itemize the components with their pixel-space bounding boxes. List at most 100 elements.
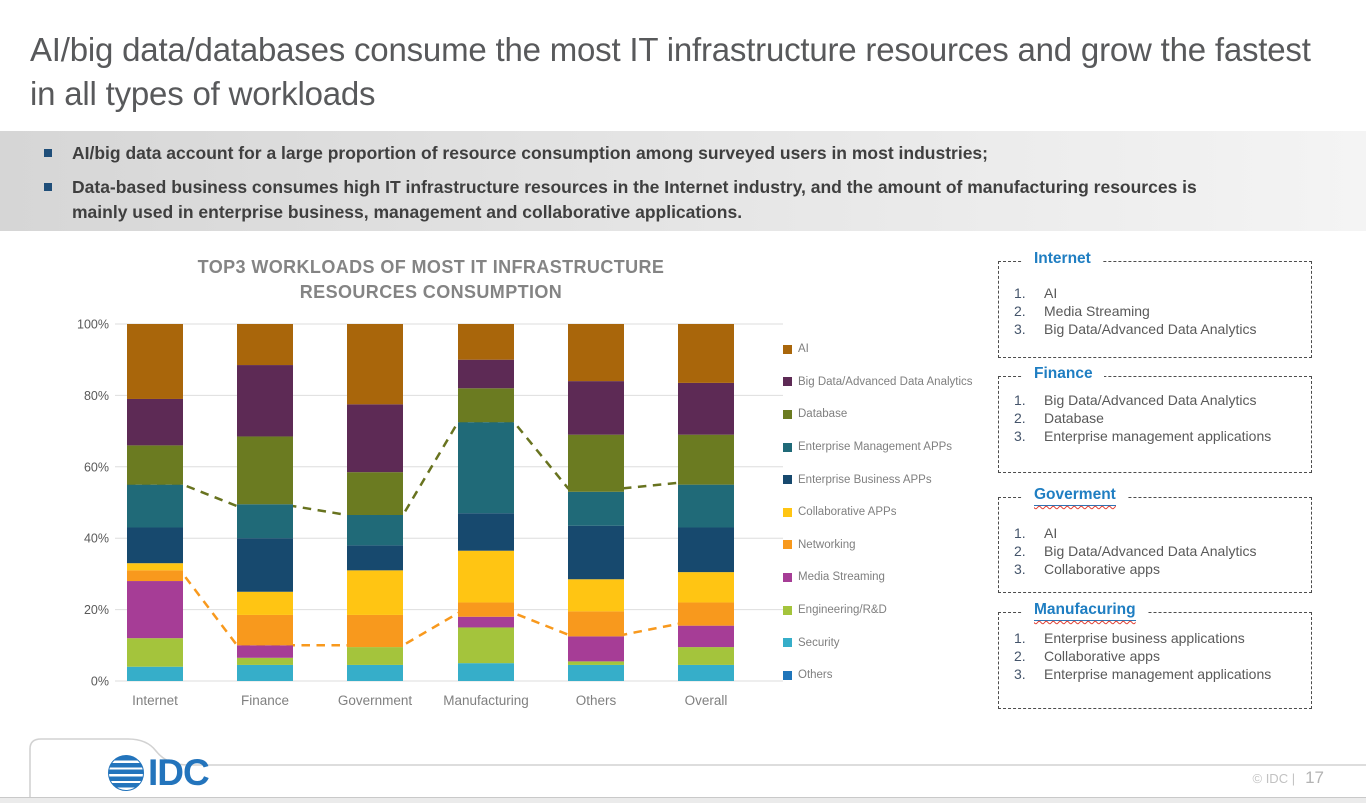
chart-legend: AI Big Data/Advanced Data Analytics Databa…: [783, 333, 973, 692]
legend-item: Networking: [783, 529, 973, 562]
legend-item: Big Data/Advanced Data Analytics: [783, 366, 973, 399]
highlight-band: AI/big data account for a large proporti…: [0, 131, 1366, 231]
panel-item-text: Enterprise management applications: [1044, 428, 1272, 444]
panel-item-number: 1.: [1014, 525, 1026, 541]
bar-segment-manufacturing: [458, 663, 514, 681]
chart-title: TOP3 WORKLOADS OF MOST IT INFRASTRUCTURE…: [197, 257, 665, 302]
y-axis-tick-label: 60%: [84, 460, 109, 474]
x-axis-category-label: Overall: [685, 693, 728, 708]
bar-segment-finance: [237, 538, 293, 592]
square-bullet-icon: [44, 149, 52, 157]
panel-title: Internet: [1023, 250, 1102, 268]
bar-segment-internet: [127, 638, 183, 667]
panel-item-number: 2.: [1014, 303, 1026, 319]
bar-segment-finance: [237, 657, 293, 665]
bar-segment-finance: [237, 365, 293, 437]
panel-title: Goverment: [1023, 486, 1127, 506]
legend-label: Networking: [798, 538, 856, 551]
page-number: 17: [1305, 768, 1324, 787]
bar-segment-overall: [678, 572, 734, 603]
bar-segment-government: [347, 647, 403, 665]
bar-segment-manufacturing: [458, 550, 514, 603]
panel-item-number: 1.: [1014, 392, 1026, 408]
legend-label: Security: [798, 636, 840, 649]
panel-item-text: Enterprise business applications: [1044, 630, 1245, 646]
bar-segment-finance: [237, 504, 293, 539]
bar-segment-government: [347, 664, 403, 681]
idc-logo-text: IDC: [148, 752, 210, 793]
panel-list-item: 1. AI: [999, 524, 1311, 542]
x-axis-category-label: Finance: [241, 693, 289, 708]
panel-list-item: 3. Big Data/Advanced Data Analytics: [999, 320, 1311, 338]
panel-list-item: 1. AI: [999, 284, 1311, 302]
bar-segment-others: [568, 434, 624, 492]
legend-swatch-icon: [783, 377, 792, 387]
legend-label: Enterprise Management APPs: [798, 441, 953, 454]
bar-segment-internet: [127, 563, 183, 571]
top3-panel-manufacuring: Manufacuring 1. Enterprise business applic…: [998, 601, 1312, 709]
highlight-bullet-2: Data-based business consumes high IT inf…: [0, 175, 1230, 225]
x-axis-category-label: Manufacturing: [443, 693, 529, 708]
panel-item-text: Big Data/Advanced Data Analytics: [1044, 321, 1257, 337]
panel-item-text: AI: [1044, 285, 1058, 301]
idc-logo: IDC: [108, 752, 210, 794]
panel-list-item: 3. Enterprise management applications: [999, 665, 1311, 683]
panel-item-number: 1.: [1014, 285, 1026, 301]
bar-segment-others: [568, 381, 624, 435]
bar-segment-internet: [127, 445, 183, 485]
bar-segment-overall: [678, 647, 734, 665]
panel-item-text: Enterprise management applications: [1044, 666, 1272, 682]
bar-segment-finance: [237, 324, 293, 366]
bar-segment-others: [568, 611, 624, 637]
highlight-list: AI/big data account for a large proporti…: [0, 131, 1366, 225]
legend-label: Media Streaming: [798, 571, 885, 584]
panel-item-number: 3.: [1014, 428, 1026, 444]
panel-list-item: 2. Big Data/Advanced Data Analytics: [999, 542, 1311, 560]
panel-item-text: Collaborative apps: [1044, 561, 1160, 577]
legend-swatch-icon: [783, 344, 792, 354]
legend-item: AI: [783, 333, 973, 366]
y-axis-tick-label: 0%: [91, 675, 109, 689]
top3-panel-internet: Internet 1. AI 2. Media Streaming 3. Big Data/…: [998, 250, 1312, 358]
legend-label: Big Data/Advanced Data Analytics: [798, 375, 973, 388]
panel-list-item: 1. Big Data/Advanced Data Analytics: [999, 391, 1311, 409]
highlight-text-1: AI/big data account for a large proporti…: [72, 143, 988, 163]
bar-segment-overall: [678, 484, 734, 528]
olive-dashed-line: [127, 420, 734, 517]
bar-segment-finance: [237, 645, 293, 658]
legend-item: Database: [783, 398, 973, 431]
panel-list-item: 1. Enterprise business applications: [999, 629, 1311, 647]
bar-segment-finance: [237, 591, 293, 615]
legend-label: Others: [798, 669, 833, 682]
legend-swatch-icon: [783, 638, 792, 648]
bar-segment-finance: [237, 614, 293, 646]
bar-segment-manufacturing: [458, 627, 514, 664]
x-axis-category-label: Internet: [132, 693, 178, 708]
bar-segment-government: [347, 614, 403, 648]
legend-item: Collaborative APPs: [783, 496, 973, 529]
bar-segment-internet: [127, 484, 183, 528]
panel-item-text: Big Data/Advanced Data Analytics: [1044, 392, 1257, 408]
panel-item-text: Collaborative apps: [1044, 648, 1160, 664]
bar-segment-others: [568, 661, 624, 665]
copyright-text: © IDC |: [1252, 771, 1296, 786]
page-title: AI/big data/databases consume the most I…: [30, 28, 1346, 116]
bar-segment-government: [347, 324, 403, 405]
bar-segment-manufacturing: [458, 388, 514, 423]
panel-item-number: 3.: [1014, 561, 1026, 577]
bar-segment-government: [347, 545, 403, 571]
legend-item: Media Streaming: [783, 561, 973, 594]
bar-segment-government: [347, 472, 403, 515]
y-axis-tick-label: 20%: [84, 603, 109, 617]
bar-segment-manufacturing: [458, 422, 514, 514]
legend-swatch-icon: [783, 475, 792, 485]
panel-item-text: Database: [1044, 410, 1104, 426]
footer-divider-curve: [29, 738, 1366, 803]
square-bullet-icon: [44, 183, 52, 191]
legend-swatch-icon: [783, 442, 792, 452]
y-axis-tick-label: 80%: [84, 389, 109, 403]
top3-panels: Internet 1. AI 2. Media Streaming 3. Big Data/…: [998, 250, 1312, 709]
panel-list-item: 2. Database: [999, 409, 1311, 427]
bar-segment-internet: [127, 581, 183, 639]
legend-swatch-icon: [783, 670, 792, 680]
